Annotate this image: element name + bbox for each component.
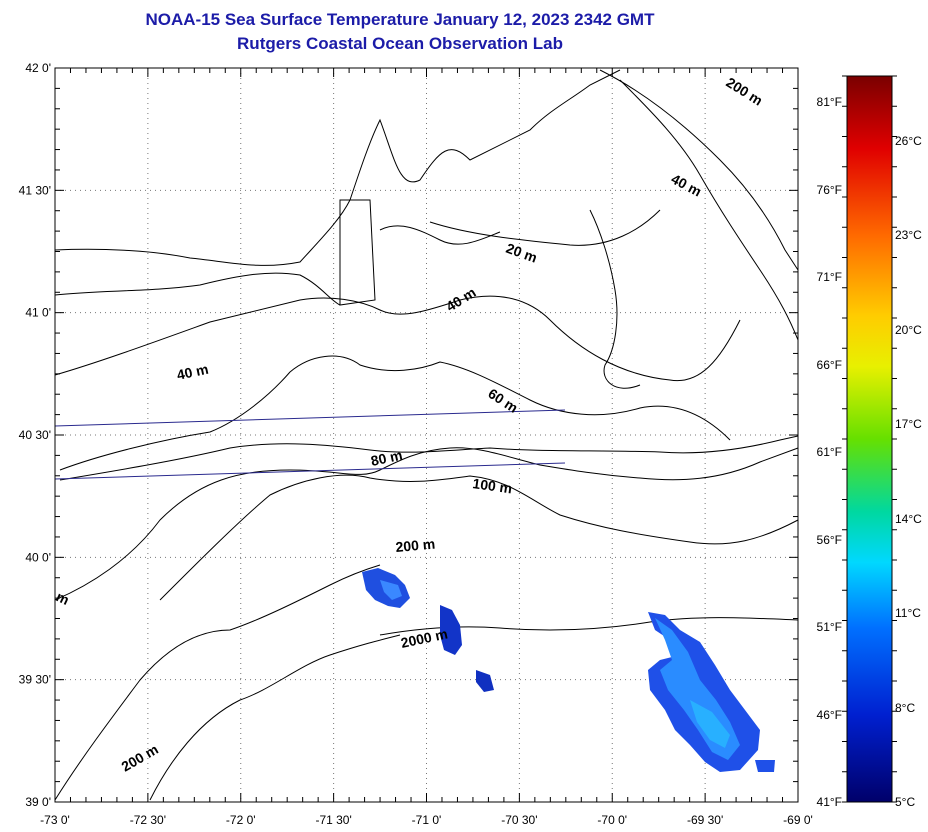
sst-data-patches <box>362 568 775 772</box>
colorbar-fahrenheit-label: 71°F <box>817 270 842 284</box>
lat-tick-label: 40 0' <box>25 550 51 564</box>
depth-label: 40 m <box>175 361 210 383</box>
coastline-long-island <box>54 272 341 306</box>
contour-60m <box>59 355 731 471</box>
sst-patch-5 <box>755 760 775 772</box>
depth-label: 80 m <box>369 447 404 469</box>
colorbar-celsius-label: 17°C <box>895 417 922 431</box>
depth-label: 100 m <box>472 475 514 496</box>
colorbar-fahrenheit-label: 56°F <box>817 533 842 547</box>
depth-label: 20 m <box>504 240 539 266</box>
lon-tick-label: -73 0' <box>40 813 70 827</box>
depth-label: 200 m <box>723 74 765 109</box>
lat-tick-label: 40 30' <box>19 428 51 442</box>
coastline-buzzards-bay <box>379 225 501 245</box>
colorbar-fahrenheit-label: 76°F <box>817 183 842 197</box>
colorbar-fahrenheit-label: 81°F <box>817 95 842 109</box>
sst-patch-2 <box>440 605 462 655</box>
lat-tick-label: 41 30' <box>19 183 51 197</box>
lon-tick-label: -72 0' <box>226 813 256 827</box>
map-subtitle: Rutgers Coastal Ocean Observation Lab <box>237 34 563 53</box>
lat-tick-label: 39 30' <box>19 673 51 687</box>
colorbar-celsius-label: 14°C <box>895 512 922 526</box>
depth-label: 200 m <box>119 741 161 775</box>
map-title: NOAA-15 Sea Surface Temperature January … <box>145 10 655 29</box>
lon-tick-label: -72 30' <box>130 813 166 827</box>
contour-200m-shelf-break <box>54 447 799 601</box>
colorbar-celsius-label: 23°C <box>895 228 922 242</box>
colorbar-fahrenheit-label: 51°F <box>817 620 842 634</box>
colorbar-celsius-label: 26°C <box>895 134 922 148</box>
contour-south-slope <box>149 634 401 801</box>
longitude-labels: -73 0' -72 30' -72 0' -71 30' -71 0' -70 30' -… <box>40 813 813 827</box>
depth-label: 200 m <box>395 536 436 555</box>
contour-200m-east <box>599 69 799 271</box>
swath-lines <box>54 409 566 480</box>
colorbar-fahrenheit-label: 61°F <box>817 445 842 459</box>
lon-tick-label: -69 0' <box>783 813 813 827</box>
colorbar-fahrenheit-label: 41°F <box>817 795 842 809</box>
lat-tick-label: 42 0' <box>25 61 51 75</box>
lon-tick-label: -70 0' <box>597 813 627 827</box>
contour-20m <box>429 209 661 246</box>
colorbar-fahrenheit-label: 66°F <box>817 358 842 372</box>
depth-label: 40 m <box>443 284 479 314</box>
bathymetry-contours <box>54 69 799 801</box>
colorbar-celsius-label: 11°C <box>895 606 921 620</box>
coastline <box>54 69 641 389</box>
colorbar-celsius-labels: 26°C 23°C 20°C 17°C 14°C 11°C 8°C 5°C <box>895 134 922 809</box>
depth-label: 2000 m <box>399 625 449 651</box>
coastline-connecticut-ri <box>54 69 621 266</box>
colorbar-ticks <box>842 75 897 803</box>
lon-tick-label: -71 30' <box>315 813 351 827</box>
sst-patch-3 <box>476 670 494 692</box>
sst-patch-4-warm <box>690 700 730 748</box>
colorbar-celsius-label: 8°C <box>895 701 915 715</box>
depth-label: m <box>54 588 72 608</box>
contour-100m <box>159 474 799 601</box>
lat-tick-label: 39 0' <box>25 795 51 809</box>
sst-patch-1-core <box>380 580 402 600</box>
colorbar-celsius-label: 5°C <box>895 795 915 809</box>
contour-80m <box>59 435 799 481</box>
colorbar-fahrenheit-labels: 81°F 76°F 71°F 66°F 61°F 56°F 51°F 46°F … <box>817 95 842 809</box>
coastline-cape-cod <box>589 209 641 389</box>
lat-tick-label: 41 0' <box>25 306 51 320</box>
colorbar <box>846 75 893 803</box>
latitude-labels: 42 0' 41 30' 41 0' 40 30' 40 0' 39 30' 39 0' <box>19 61 51 809</box>
depth-label: 40 m <box>669 171 705 200</box>
colorbar-fahrenheit-label: 46°F <box>817 708 842 722</box>
colorbar-celsius-label: 20°C <box>895 323 922 337</box>
axis-ticks <box>54 67 799 803</box>
lon-tick-label: -71 0' <box>412 813 442 827</box>
contour-40m-east <box>619 79 799 341</box>
lon-tick-label: -70 30' <box>501 813 537 827</box>
coastline-islands <box>339 199 376 306</box>
lon-tick-label: -69 30' <box>687 813 723 827</box>
contour-40m-west <box>54 295 741 382</box>
contour-200m-southwest <box>54 564 381 801</box>
